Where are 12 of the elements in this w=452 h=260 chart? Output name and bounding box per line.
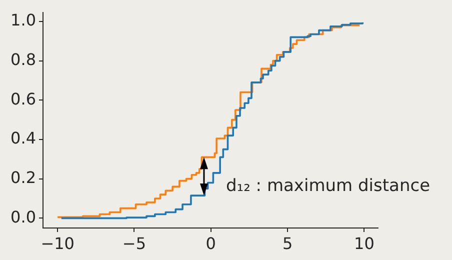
x-tick-label: 5 xyxy=(282,234,293,253)
annotation: d₁₂ : maximum distance xyxy=(226,176,430,196)
x-tick-label: −5 xyxy=(122,234,146,253)
y-tick-label: 0.0 xyxy=(10,207,36,226)
x-tick-label: 0 xyxy=(206,234,216,253)
x-tick-label: 10 xyxy=(354,234,374,253)
y-tick-label: 0.6 xyxy=(10,89,36,108)
y-tick-label: 1.0 xyxy=(10,10,36,30)
y-tick-label: 0.2 xyxy=(10,168,36,187)
y-tick-label: 0.8 xyxy=(10,50,36,69)
y-tick-label: 0.4 xyxy=(10,128,36,148)
x-tick-label: −10 xyxy=(40,234,74,253)
